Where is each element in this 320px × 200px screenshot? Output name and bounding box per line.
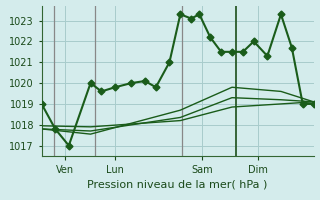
X-axis label: Pression niveau de la mer( hPa ): Pression niveau de la mer( hPa ) bbox=[87, 179, 268, 189]
